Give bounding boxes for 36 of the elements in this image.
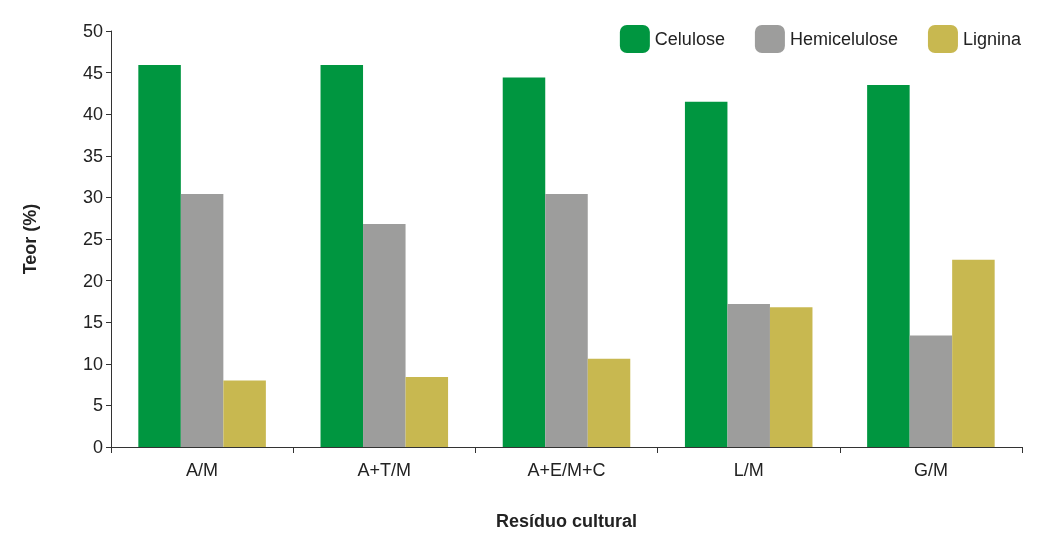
bar xyxy=(138,65,181,447)
y-tick-label: 0 xyxy=(92,437,103,457)
bar xyxy=(502,77,546,447)
x-tick-label: L/M xyxy=(733,460,764,480)
y-tick-label: 10 xyxy=(82,353,103,374)
bar xyxy=(909,335,953,447)
bar xyxy=(545,194,588,447)
bar xyxy=(320,65,364,447)
bar xyxy=(727,303,770,447)
legend-label: Celulose xyxy=(654,29,725,49)
bar xyxy=(769,307,813,447)
bar xyxy=(587,358,631,447)
bar xyxy=(363,224,406,447)
bar xyxy=(867,85,910,447)
y-tick-label: 50 xyxy=(82,21,103,41)
x-tick-label: A/M xyxy=(186,460,219,480)
y-tick-label: 40 xyxy=(82,104,103,125)
bar xyxy=(684,101,728,447)
x-tick-label: A+E/M+C xyxy=(527,460,606,480)
y-tick-label: 30 xyxy=(82,187,103,208)
legend-label: Lignina xyxy=(962,29,1022,49)
y-tick-label: 15 xyxy=(82,312,103,333)
y-tick-label: 20 xyxy=(82,270,103,291)
bar xyxy=(952,259,995,447)
bar xyxy=(223,380,266,447)
x-tick-label: G/M xyxy=(913,460,948,480)
y-tick-label: 35 xyxy=(82,145,103,166)
y-tick-label: 25 xyxy=(82,229,103,249)
x-tick-label: A+T/M xyxy=(357,460,412,480)
bar xyxy=(180,194,224,447)
x-axis-title: Resíduo cultural xyxy=(495,511,638,531)
bar xyxy=(405,377,449,447)
y-tick-label: 5 xyxy=(92,395,103,416)
y-tick-label: 45 xyxy=(82,62,103,83)
legend-label: Hemicelulose xyxy=(789,29,898,49)
y-axis-title: Teor (%) xyxy=(20,203,40,275)
